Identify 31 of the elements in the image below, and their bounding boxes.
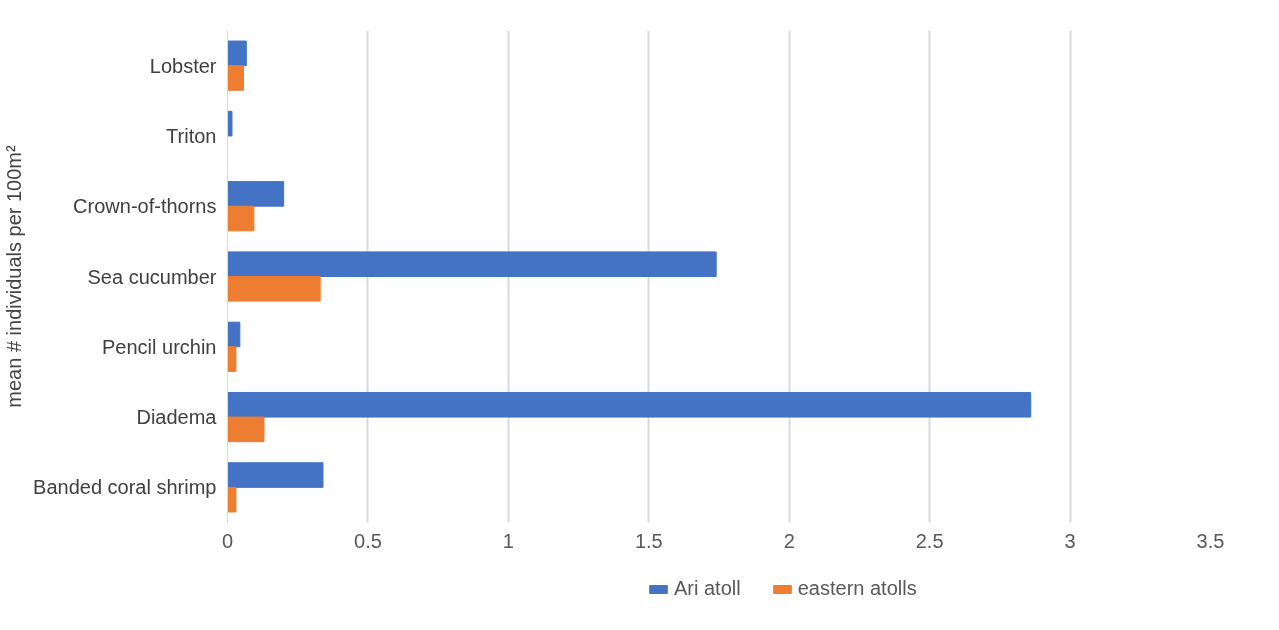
y-tick-label: Triton [166,124,217,147]
bar [227,462,324,488]
y-tick-label: Crown-of-thorns [73,195,217,218]
y-axis-title: mean # individuals per 100m² [3,144,26,408]
x-tick-label: 1.5 [634,529,663,552]
legend-label: eastern atolls [797,577,917,600]
bar [227,321,241,348]
bar [227,251,717,277]
bar [227,346,237,372]
x-tick-label: 0.5 [354,529,382,552]
y-tick-label: Banded coral shrimp [33,476,217,499]
x-tick-label: 1 [502,529,514,552]
bar [227,205,255,232]
bar [227,181,285,207]
y-tick-label: Sea cucumber [87,265,217,288]
bar [227,276,321,302]
y-tick-label: Lobster [149,54,217,77]
bar [227,486,237,513]
bar [227,40,247,67]
bar [227,391,1032,418]
y-tick-label: Pencil urchin [102,335,217,358]
x-tick-label: 3 [1064,529,1076,552]
y-tick-label: Diadema [136,406,218,429]
bar [227,416,265,443]
legend-label: Ari atoll [674,577,741,600]
bar [227,110,233,137]
x-tick-label: 3.5 [1196,529,1225,552]
bar [227,65,245,91]
x-tick-label: 2.5 [915,529,944,552]
x-tick-label: 0 [221,529,234,552]
x-tick-label: 2 [783,529,795,552]
